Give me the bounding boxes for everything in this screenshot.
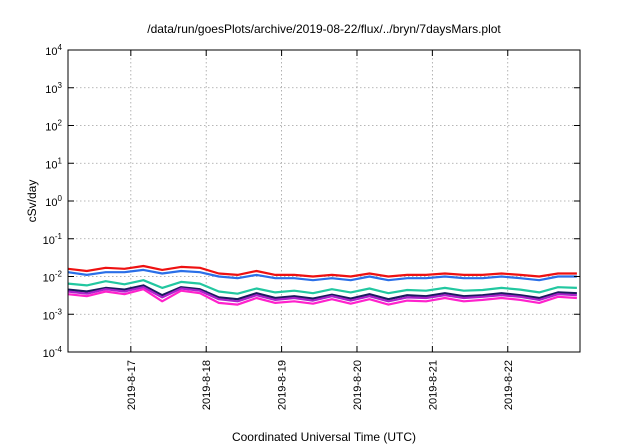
y-tick-label: 10-4 <box>43 345 63 360</box>
x-tick-label: 2019-8-21 <box>427 360 439 410</box>
chart-title: /data/run/goesPlots/archive/2019-08-22/f… <box>147 22 501 36</box>
series-line-6 <box>67 288 577 306</box>
y-axis-label: cSv/day <box>25 180 39 223</box>
series-line-4 <box>67 284 577 301</box>
y-axis: 10-4 10-3 10-2 10-1 100 101 102 103 104 <box>43 43 580 360</box>
series-group <box>67 264 577 306</box>
x-tick-label: 2019-8-19 <box>277 360 289 410</box>
y-tick-label: 100 <box>45 194 62 209</box>
y-tick-label: 10-2 <box>43 270 63 285</box>
y-tick-label: 10-3 <box>43 307 63 322</box>
y-tick-label: 102 <box>45 119 62 134</box>
y-tick-label: 10-1 <box>43 232 63 247</box>
series-line-3 <box>67 279 577 295</box>
x-tick-label: 2019-8-18 <box>201 360 213 410</box>
x-tick-label: 2019-8-20 <box>352 360 364 410</box>
x-axis-label: Coordinated Universal Time (UTC) <box>232 430 416 444</box>
x-axis: 2019-8-17 2019-8-18 2019-8-19 2019-8-20 2019… <box>126 50 515 410</box>
x-tick-label: 2019-8-17 <box>126 360 138 410</box>
series-line-1 <box>67 264 577 278</box>
y-tick-label: 101 <box>45 156 62 171</box>
y-tick-label: 104 <box>45 43 62 58</box>
series-line-5 <box>67 286 577 303</box>
y-tick-label: 103 <box>45 81 62 96</box>
x-tick-label: 2019-8-22 <box>503 360 515 410</box>
series-line-2 <box>67 268 577 282</box>
